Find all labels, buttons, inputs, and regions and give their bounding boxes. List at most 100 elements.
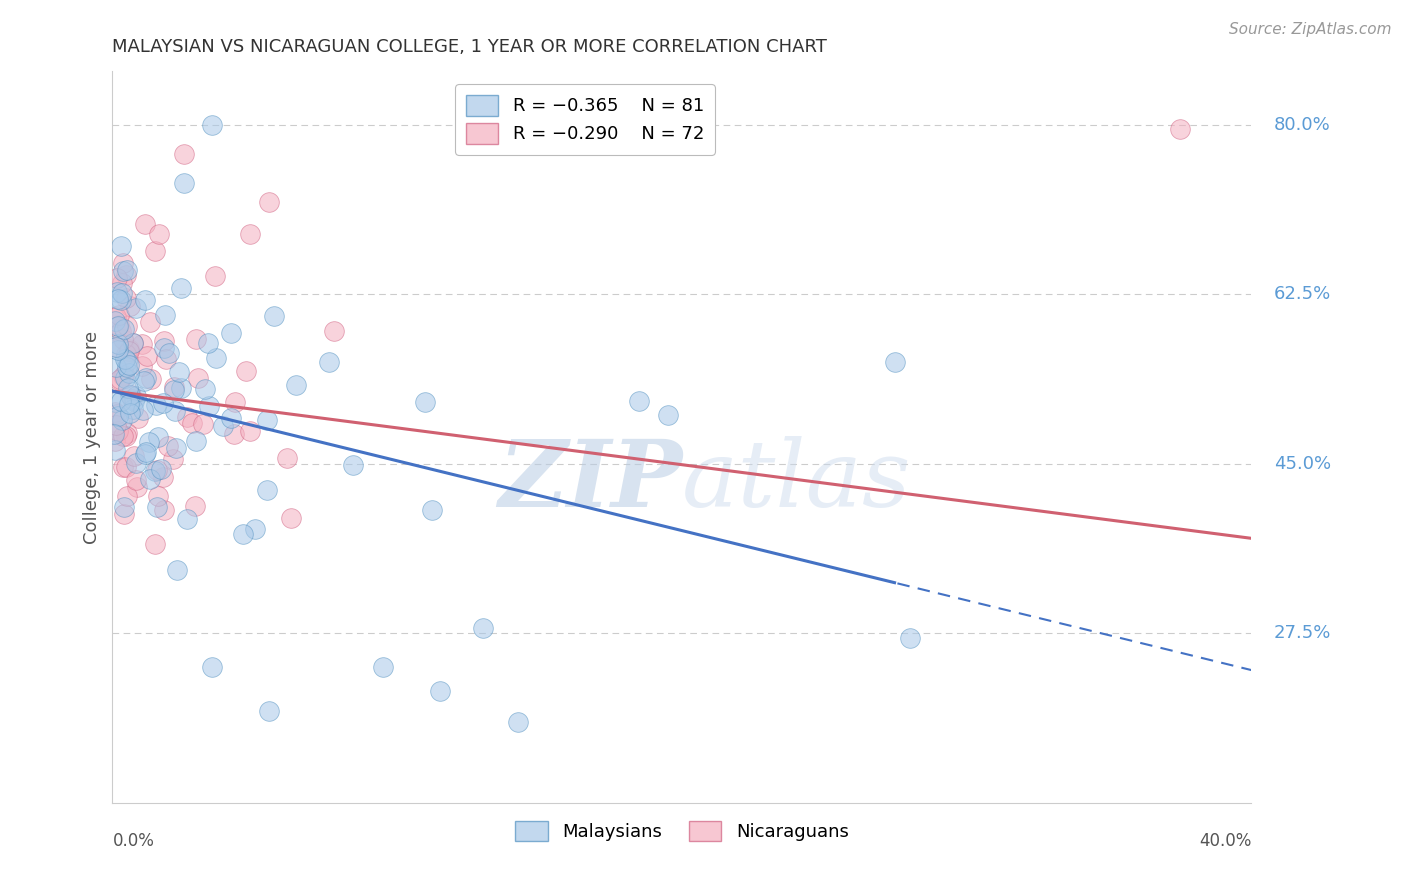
Point [108, 372, 131, 386]
Point [257, 195, 280, 210]
Point [131, 337, 153, 351]
Point [884, 355, 907, 369]
Point [114, 352, 136, 367]
Point [184, 499, 207, 513]
Point [204, 268, 226, 283]
Point [105, 339, 128, 353]
Point [125, 301, 148, 315]
Point [107, 318, 129, 332]
Point [187, 371, 209, 385]
Point [167, 365, 190, 379]
Point [191, 417, 214, 431]
Point [111, 264, 134, 278]
Point [112, 368, 135, 382]
Point [105, 271, 128, 285]
Point [135, 445, 157, 459]
Point [371, 660, 394, 674]
Point [107, 292, 129, 306]
Point [122, 401, 145, 416]
Point [219, 326, 242, 341]
Point [898, 631, 921, 645]
Point [134, 293, 156, 307]
Legend: Malaysians, Nicaraguans: Malaysians, Nicaraguans [508, 814, 856, 848]
Point [104, 360, 127, 375]
Point [110, 293, 132, 308]
Point [232, 526, 254, 541]
Point [285, 378, 308, 392]
Point [152, 469, 174, 483]
Point [114, 429, 136, 443]
Point [118, 397, 141, 411]
Point [143, 537, 166, 551]
Point [131, 359, 153, 373]
Point [112, 429, 135, 443]
Point [205, 351, 228, 366]
Text: MALAYSIAN VS NICARAGUAN COLLEGE, 1 YEAR OR MORE CORRELATION CHART: MALAYSIAN VS NICARAGUAN COLLEGE, 1 YEAR … [112, 38, 827, 56]
Point [239, 425, 262, 439]
Point [118, 358, 141, 372]
Point [176, 512, 198, 526]
Point [104, 310, 127, 325]
Point [173, 176, 195, 190]
Point [186, 332, 208, 346]
Text: 80.0%: 80.0% [1274, 116, 1331, 134]
Point [110, 394, 132, 409]
Point [163, 379, 186, 393]
Point [108, 373, 131, 387]
Point [125, 480, 148, 494]
Point [105, 340, 128, 354]
Point [162, 452, 184, 467]
Point [103, 427, 125, 442]
Point [153, 309, 176, 323]
Point [114, 291, 136, 305]
Point [263, 309, 285, 323]
Point [112, 500, 135, 514]
Point [139, 371, 162, 385]
Point [413, 395, 436, 409]
Point [243, 522, 266, 536]
Point [115, 318, 138, 333]
Point [149, 462, 172, 476]
Point [197, 335, 219, 350]
Point [112, 321, 135, 335]
Point [429, 684, 451, 698]
Point [170, 380, 193, 394]
Point [107, 343, 129, 357]
Point [115, 425, 138, 440]
Point [121, 392, 143, 406]
Point [105, 285, 128, 300]
Point [628, 393, 651, 408]
Point [122, 393, 145, 408]
Text: ZIP: ZIP [498, 436, 682, 526]
Point [105, 407, 128, 421]
Point [162, 383, 184, 397]
Point [256, 413, 278, 427]
Point [139, 472, 162, 486]
Point [112, 460, 135, 475]
Point [122, 449, 145, 463]
Point [118, 300, 141, 314]
Point [165, 404, 187, 418]
Point [165, 442, 187, 456]
Point [107, 337, 129, 351]
Text: 45.0%: 45.0% [1274, 455, 1331, 473]
Point [118, 342, 141, 356]
Point [135, 371, 157, 385]
Text: atlas: atlas [682, 436, 911, 526]
Point [104, 442, 127, 457]
Point [111, 276, 134, 290]
Point [132, 374, 155, 388]
Point [153, 341, 176, 355]
Point [153, 502, 176, 516]
Point [107, 409, 129, 423]
Point [104, 434, 127, 448]
Point [111, 255, 134, 269]
Point [132, 403, 155, 417]
Point [156, 439, 179, 453]
Point [186, 434, 208, 448]
Point [153, 334, 176, 348]
Point [115, 346, 138, 360]
Point [122, 335, 145, 350]
Point [120, 388, 142, 402]
Point [148, 489, 170, 503]
